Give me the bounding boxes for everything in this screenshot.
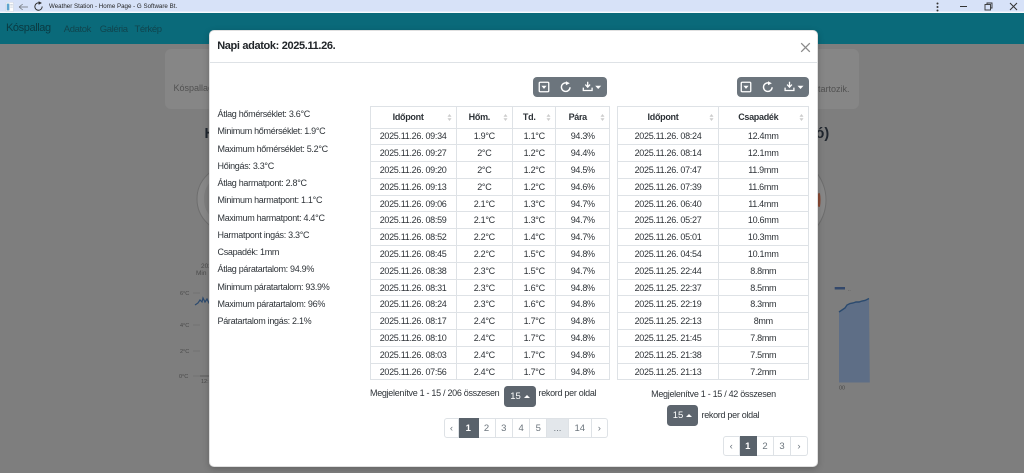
svg-text:..: .. xyxy=(848,287,851,293)
svg-text:12:: 12: xyxy=(201,379,209,385)
svg-text:2°C: 2°C xyxy=(180,349,189,355)
svg-text:00: 00 xyxy=(839,385,845,391)
svg-text:4°C: 4°C xyxy=(180,323,189,329)
svg-text:6°C: 6°C xyxy=(180,291,189,297)
svg-text:0°C: 0°C xyxy=(179,374,188,380)
